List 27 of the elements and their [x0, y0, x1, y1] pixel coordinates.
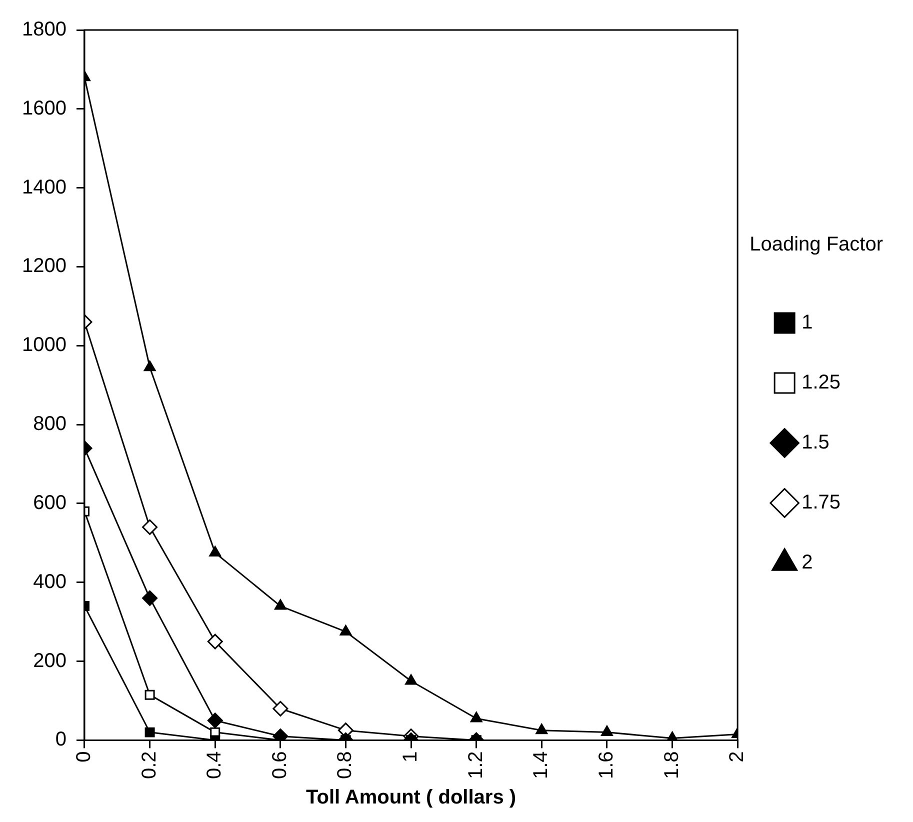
x-tick-label: 1.6 [595, 751, 618, 780]
x-tick-label: 0.2 [138, 751, 160, 780]
y-tick-label: 1400 [22, 176, 66, 198]
legend-label: 1.5 [802, 432, 830, 454]
legend-title: Loading Factor [750, 234, 884, 256]
y-tick-label: 1600 [22, 97, 66, 120]
y-tick-label: 800 [33, 413, 66, 436]
x-axis-title: Toll Amount ( dollars ) [306, 786, 516, 809]
x-tick-label: 1.2 [464, 751, 487, 780]
x-tick-label: 0.4 [204, 751, 226, 780]
y-tick-label: 1800 [22, 18, 66, 41]
legend-label: 2 [802, 552, 813, 574]
y-tick-label: 1000 [22, 334, 66, 356]
y-tick-label: 600 [33, 492, 66, 514]
legend-label: 1 [802, 312, 813, 334]
x-tick-label: 1.8 [660, 751, 683, 780]
x-tick-label: 2 [726, 751, 748, 762]
legend-label: 1.25 [802, 372, 841, 394]
x-tick-label: 0 [73, 751, 96, 762]
x-tick-label: 1.4 [530, 751, 552, 780]
x-tick-label: 0.8 [334, 751, 356, 780]
x-tick-label: 1 [400, 751, 422, 762]
y-tick-label: 200 [33, 650, 66, 672]
x-tick-label: 0.6 [268, 751, 291, 780]
y-tick-label: 400 [33, 570, 66, 593]
legend-label: 1.75 [802, 492, 841, 514]
y-tick-label: 1200 [22, 255, 66, 278]
